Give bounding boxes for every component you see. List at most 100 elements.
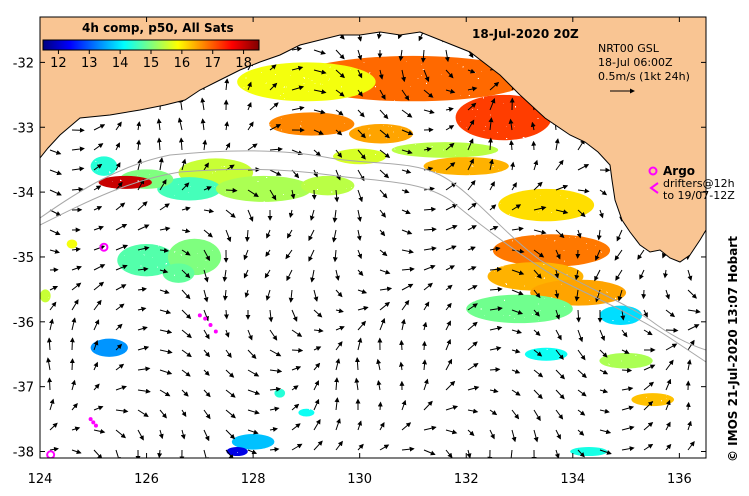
current-vector	[181, 158, 187, 171]
current-vector	[115, 162, 121, 171]
current-vector	[49, 301, 57, 311]
current-vector	[379, 149, 391, 159]
current-vector	[357, 337, 363, 351]
current-vector	[181, 389, 189, 397]
current-vector	[357, 443, 364, 451]
current-vector	[444, 49, 450, 63]
current-vector	[596, 229, 602, 241]
current-vector	[420, 49, 426, 63]
current-vector	[247, 329, 253, 341]
current-vector	[577, 349, 586, 361]
current-vector	[93, 383, 100, 391]
current-vector	[313, 346, 322, 351]
sst-layer	[40, 55, 675, 457]
x-tick-label: 126	[134, 472, 159, 487]
current-vector	[181, 289, 191, 300]
current-vector	[555, 209, 569, 215]
sst-patch	[349, 124, 413, 144]
current-vector	[401, 109, 413, 118]
current-vector	[357, 49, 363, 61]
current-vector	[467, 68, 476, 74]
current-vector	[466, 449, 472, 458]
current-vector	[49, 318, 54, 331]
current-vector	[445, 125, 455, 131]
current-vector	[577, 389, 587, 397]
current-vector	[115, 385, 127, 391]
current-vector	[159, 226, 171, 232]
current-vector	[467, 86, 478, 92]
current-vector	[511, 182, 517, 191]
current-vector	[49, 169, 62, 176]
current-vector	[665, 399, 671, 411]
colorbar-ticks: 12 13 14 15 16 17 18	[50, 50, 252, 71]
current-vector	[115, 264, 128, 271]
current-vector	[93, 185, 102, 191]
current-vector	[554, 289, 560, 299]
current-vector	[577, 409, 586, 416]
current-vector	[401, 209, 411, 215]
current-vector	[533, 309, 540, 317]
current-vector	[291, 85, 305, 91]
current-vector	[203, 389, 211, 398]
sst-patch	[269, 112, 355, 136]
current-vector	[354, 377, 360, 391]
current-vector	[445, 380, 456, 391]
current-vector	[356, 229, 362, 241]
current-vector	[243, 269, 249, 279]
current-vector	[115, 363, 125, 371]
current-vector	[467, 408, 479, 414]
current-vector	[489, 325, 503, 331]
sst-patch	[98, 175, 152, 189]
current-vector	[489, 181, 495, 191]
current-vector	[401, 229, 413, 235]
current-vector	[577, 209, 586, 218]
current-vector	[335, 169, 341, 181]
current-vector	[203, 429, 210, 442]
bathymetry-contours	[40, 150, 706, 363]
drifter-point	[213, 329, 218, 334]
current-vector	[181, 182, 190, 191]
current-vector	[555, 249, 561, 260]
current-vector	[488, 117, 494, 131]
current-vector	[313, 398, 320, 411]
current-vector	[49, 189, 62, 196]
current-vector	[93, 319, 100, 331]
current-vector	[93, 449, 103, 458]
current-vector	[247, 101, 252, 111]
current-vector	[159, 309, 172, 315]
current-vector	[115, 323, 123, 331]
argo-float-icon	[648, 166, 658, 176]
current-vector	[137, 178, 145, 191]
current-vector	[665, 309, 676, 318]
current-vector	[291, 403, 300, 411]
current-vector	[555, 429, 561, 440]
drifter-point	[208, 323, 213, 328]
current-vector	[265, 229, 271, 239]
current-vector	[399, 339, 405, 351]
current-vector	[71, 282, 82, 291]
current-vector	[357, 149, 366, 160]
current-vector	[49, 209, 62, 216]
argo-legend: Argo drifters@12h to 19/07-12Z	[648, 164, 735, 202]
current-vector	[181, 269, 191, 279]
colorbar-tick-label: 15	[143, 56, 160, 71]
current-vector	[401, 266, 415, 272]
current-vector	[71, 426, 81, 432]
current-vector	[467, 119, 475, 131]
current-vector	[599, 429, 612, 435]
sst-patch	[498, 188, 595, 222]
current-vector	[225, 349, 232, 359]
drifter-label-line1: drifters@12h	[663, 177, 735, 190]
current-vector	[335, 129, 343, 136]
current-vector	[621, 329, 628, 338]
current-vector	[508, 449, 514, 458]
current-vector	[665, 289, 670, 300]
current-vector	[599, 408, 610, 414]
current-vector	[49, 149, 62, 155]
current-vector	[489, 286, 503, 292]
current-vector	[203, 329, 210, 340]
current-vector	[225, 409, 236, 419]
current-vector	[286, 269, 293, 282]
current-vector	[247, 369, 260, 377]
current-vector	[401, 89, 410, 101]
